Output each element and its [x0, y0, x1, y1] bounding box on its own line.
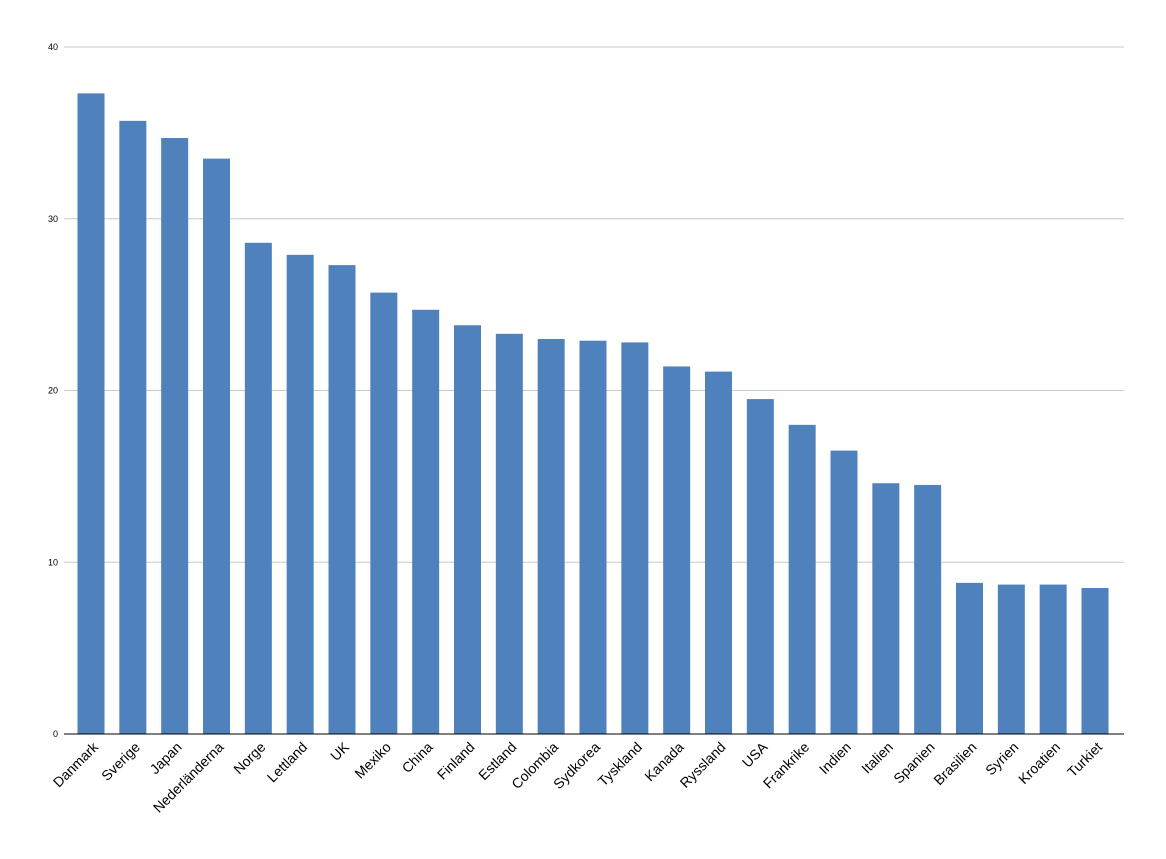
bars	[77, 93, 1109, 735]
bar-japan	[161, 138, 189, 735]
x-tick-label: Tyskland	[595, 739, 645, 789]
y-tick-label: 10	[48, 557, 58, 567]
x-tick-label: Spanien	[890, 739, 938, 787]
bar-italien	[872, 483, 900, 734]
bar-estland	[495, 333, 523, 734]
bar-mexiko	[370, 292, 398, 734]
x-tick-label: Norge	[230, 739, 268, 777]
bar-finland	[454, 325, 481, 734]
bar-danmark	[77, 93, 105, 734]
x-tick-label: Japan	[146, 739, 184, 777]
bar-norge	[244, 242, 272, 735]
y-tick-label: 30	[48, 214, 58, 224]
bar-lettland	[286, 254, 314, 734]
y-tick-label: 20	[48, 386, 58, 396]
bar-brasilien	[956, 582, 983, 734]
bar-kanada	[663, 366, 691, 734]
bar-ryssland	[705, 371, 732, 734]
x-tick-label: Brasilien	[930, 739, 979, 788]
x-tick-label: UK	[327, 738, 353, 764]
bar-nederländerna	[203, 158, 230, 734]
x-tick-label: Finland	[434, 739, 478, 783]
x-tick-label: Kroatien	[1015, 739, 1063, 787]
x-tick-label: Lettland	[264, 739, 311, 786]
bar-turkiet	[1081, 588, 1109, 734]
bar-indien	[830, 450, 858, 734]
bar-kroatien	[1039, 584, 1067, 734]
x-tick-label: Indien	[816, 739, 854, 777]
x-tick-label: Sverige	[98, 739, 143, 784]
x-tick-label: Mexiko	[351, 739, 394, 782]
x-tick-label: Turkiet	[1064, 739, 1105, 780]
bar-china	[412, 309, 440, 734]
x-tick-label: USA	[739, 738, 771, 770]
x-tick-label: China	[399, 739, 436, 776]
y-tick-label: 0	[53, 729, 58, 739]
y-tick-label: 40	[48, 42, 58, 52]
bar-usa	[746, 399, 774, 734]
bar-colombia	[537, 338, 565, 734]
x-tick-label: Sydkorea	[550, 739, 603, 792]
bar-uk	[328, 265, 356, 734]
bar-sverige	[119, 120, 147, 735]
x-tick-label: Italien	[858, 739, 896, 777]
bar-frankrike	[788, 424, 816, 734]
x-tick-label: Danmark	[50, 738, 102, 790]
x-tick-label: Ryssland	[677, 739, 729, 791]
y-tick-labels: 0 10 20 30 40	[48, 42, 58, 739]
x-tick-label: Syrien	[982, 739, 1021, 778]
bar-spanien	[914, 484, 942, 734]
bar-tyskland	[621, 342, 649, 734]
x-tick-label: Frankrike	[760, 739, 813, 792]
bar-sydkorea	[579, 340, 607, 734]
bar-syrien	[997, 584, 1025, 734]
